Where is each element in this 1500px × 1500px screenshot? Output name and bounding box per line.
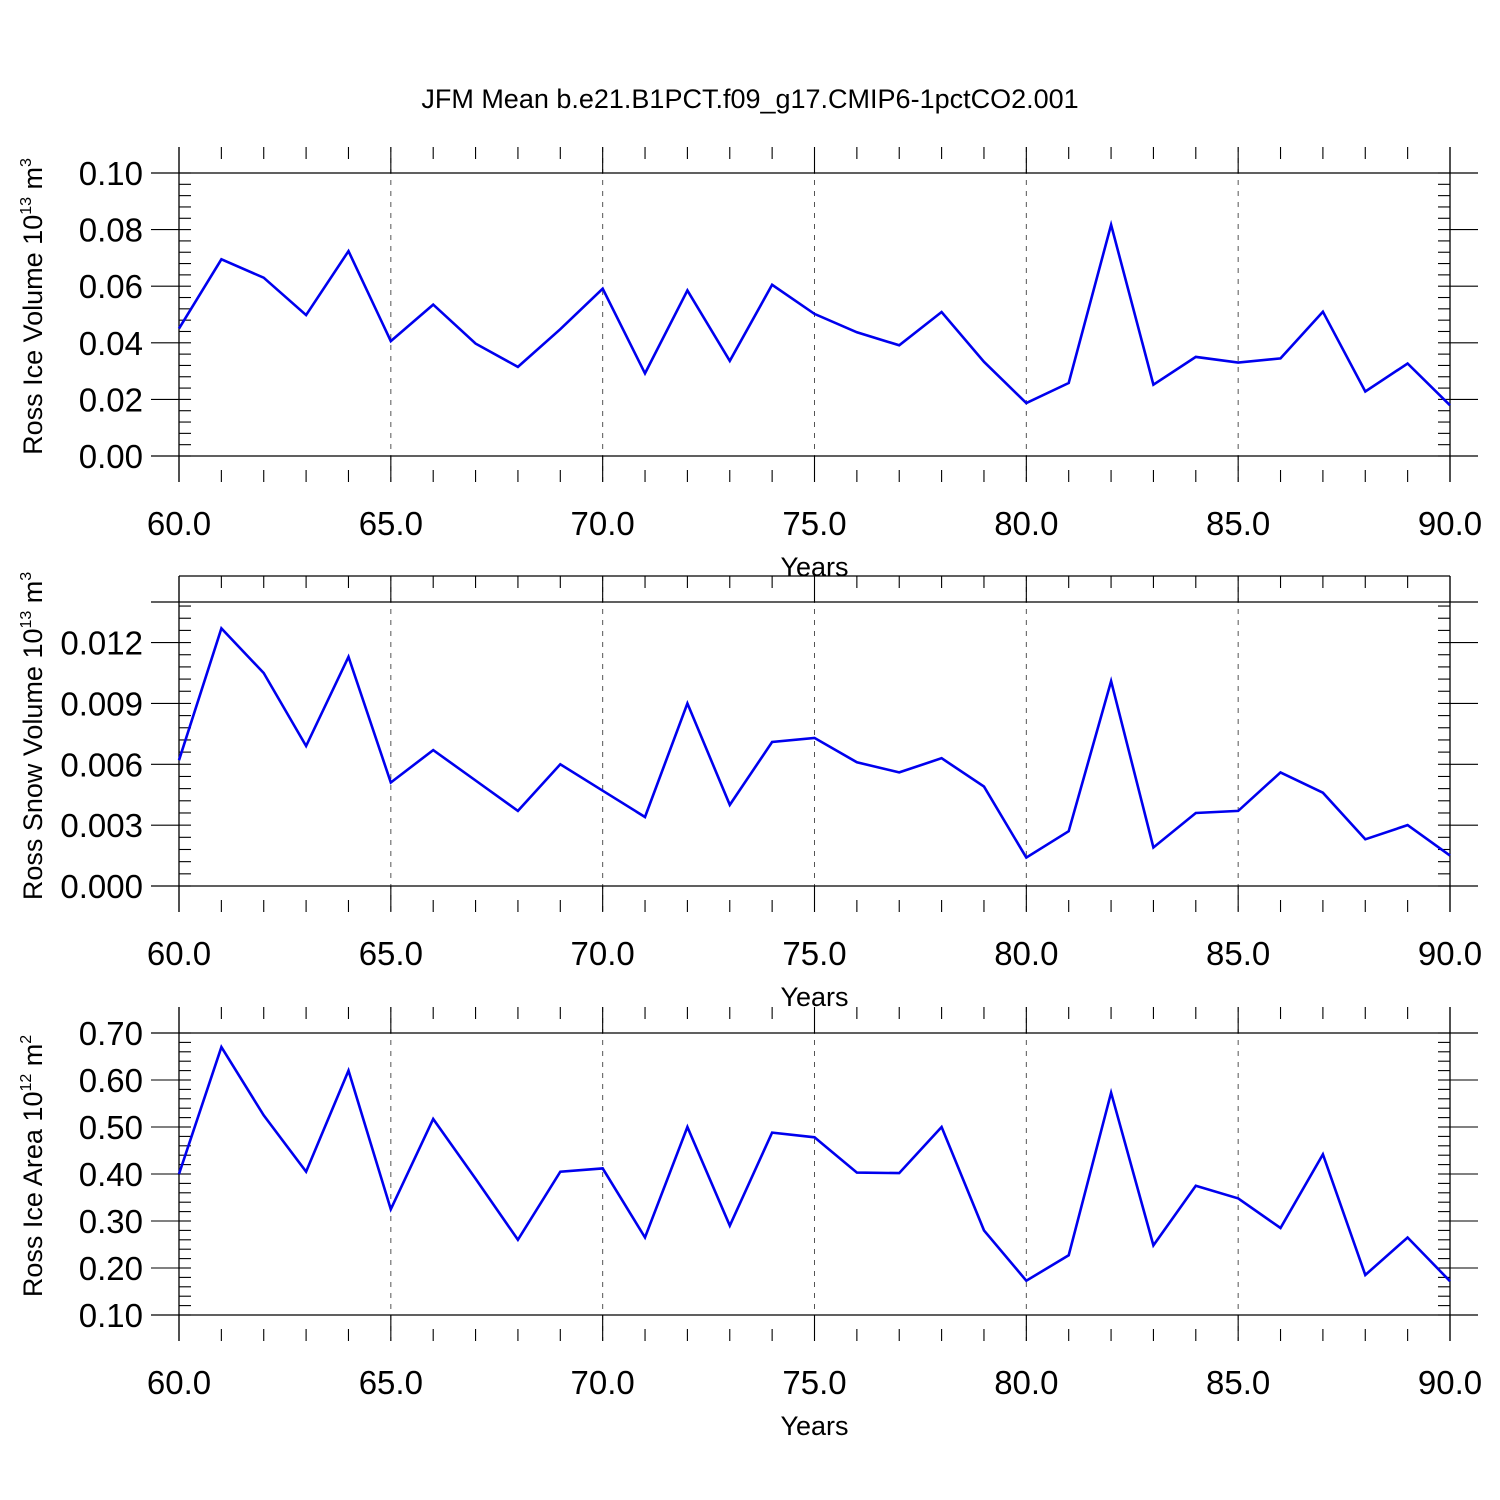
y-tick-label: 0.02 (79, 381, 143, 418)
y-axis-label: Ross Ice Volume 1013 m3 (18, 158, 48, 455)
x-tick-label: 70.0 (571, 935, 635, 972)
y-tick-label: 0.08 (79, 212, 143, 249)
x-tick-label: 80.0 (994, 1364, 1058, 1401)
x-tick-label: 75.0 (782, 505, 846, 542)
x-tick-label: 85.0 (1206, 505, 1270, 542)
x-tick-label: 75.0 (782, 935, 846, 972)
x-tick-label: 70.0 (571, 505, 635, 542)
y-tick-label: 0.10 (79, 1297, 143, 1334)
y-tick-label: 0.20 (79, 1250, 143, 1287)
chart-panel: 0.10 0.20 0.30 0.40 0.50 0.60 0.70 60.0 65.0 70.0… (18, 1007, 1482, 1441)
y-tick-label: 0.006 (60, 746, 143, 783)
chart-panel: 0.000 0.003 0.006 0.009 0.012 60.0 65.0 70.0 75.… (18, 572, 1482, 1012)
x-tick-label: 80.0 (994, 935, 1058, 972)
x-tick-label: 65.0 (359, 505, 423, 542)
y-tick-label: 0.40 (79, 1156, 143, 1193)
x-tick-label: 65.0 (359, 1364, 423, 1401)
y-axis-label: Ross Snow Volume 1013 m3 (18, 572, 48, 900)
x-tick-label: 60.0 (147, 1364, 211, 1401)
x-tick-label: 90.0 (1418, 935, 1482, 972)
x-tick-label: 90.0 (1418, 1364, 1482, 1401)
x-tick-label: 60.0 (147, 935, 211, 972)
y-tick-label: 0.70 (79, 1015, 143, 1052)
y-tick-label: 0.10 (79, 155, 143, 192)
x-tick-label: 60.0 (147, 505, 211, 542)
series-line (177, 625, 1451, 860)
x-tick-label: 85.0 (1206, 1364, 1270, 1401)
chart-title: JFM Mean b.e21.B1PCT.f09_g17.CMIP6-1pctC… (421, 84, 1078, 114)
y-tick-label: 0.009 (60, 685, 143, 722)
x-tick-label: 70.0 (571, 1364, 635, 1401)
series-line (177, 1044, 1451, 1283)
y-tick-label: 0.003 (60, 807, 143, 844)
y-tick-label: 0.60 (79, 1062, 143, 1099)
x-tick-label: 90.0 (1418, 505, 1482, 542)
y-tick-label: 0.04 (79, 325, 143, 362)
y-tick-label: 0.00 (79, 438, 143, 475)
y-tick-label: 0.06 (79, 268, 143, 305)
x-tick-label: 65.0 (359, 935, 423, 972)
x-tick-label: 80.0 (994, 505, 1058, 542)
series-line (177, 219, 1451, 407)
chart-panel: 0.00 0.02 0.04 0.06 0.08 0.10 60.0 65.0 70.0 75.0… (18, 147, 1482, 582)
y-tick-label: 0.50 (79, 1109, 143, 1146)
x-axis-label: Years (780, 1411, 848, 1441)
x-tick-label: 85.0 (1206, 935, 1270, 972)
y-axis-label: Ross Ice Area 1012 m2 (18, 1035, 48, 1297)
y-tick-label: 0.30 (79, 1203, 143, 1240)
y-tick-label: 0.012 (60, 625, 143, 662)
y-tick-label: 0.000 (60, 868, 143, 905)
x-tick-label: 75.0 (782, 1364, 846, 1401)
